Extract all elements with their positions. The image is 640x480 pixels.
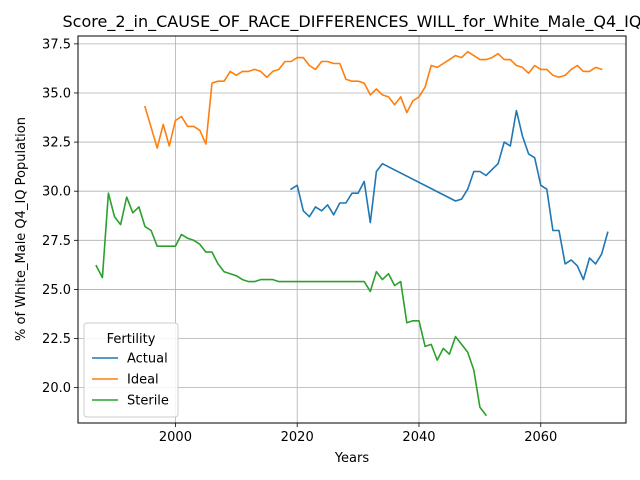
x-tick-label: 2000 bbox=[159, 430, 192, 445]
legend-label-actual: Actual bbox=[127, 352, 168, 367]
x-tick-label: 2060 bbox=[524, 430, 557, 445]
y-tick-label: 30.0 bbox=[42, 185, 71, 200]
legend-box bbox=[83, 322, 179, 418]
axis-ticks: 2000 2020 2040 2060 20.0 22.5 25.0 27.5 30.0 32.5… bbox=[42, 37, 557, 445]
y-tick-label: 37.5 bbox=[42, 37, 71, 52]
y-tick-label: 35.0 bbox=[42, 86, 71, 101]
chart-title: Score_2_in_CAUSE_OF_RACE_DIFFERENCES_WIL… bbox=[63, 12, 640, 32]
plot-frame bbox=[77, 35, 627, 424]
series-line-actual bbox=[289, 109, 609, 281]
series-lines bbox=[95, 50, 609, 417]
legend-entries: Actual Ideal Sterile bbox=[92, 352, 169, 409]
y-tick-label: 20.0 bbox=[42, 381, 71, 396]
y-tick-label: 32.5 bbox=[42, 136, 71, 151]
series-line-sterile bbox=[95, 192, 488, 417]
y-tick-label: 22.5 bbox=[42, 332, 71, 347]
legend: Fertility Actual Ideal Sterile bbox=[83, 322, 179, 418]
x-axis-label: Years bbox=[334, 451, 370, 466]
legend-title: Fertility bbox=[107, 332, 156, 347]
legend-label-ideal: Ideal bbox=[127, 373, 159, 388]
grid bbox=[78, 36, 626, 423]
series-line-ideal bbox=[144, 50, 603, 149]
x-tick-label: 2020 bbox=[281, 430, 314, 445]
x-tick-label: 2040 bbox=[402, 430, 435, 445]
legend-label-sterile: Sterile bbox=[127, 394, 169, 409]
y-axis-label: % of White_Male Q4_IQ Population bbox=[14, 117, 29, 341]
y-tick-label: 25.0 bbox=[42, 283, 71, 298]
y-tick-label: 27.5 bbox=[42, 234, 71, 249]
